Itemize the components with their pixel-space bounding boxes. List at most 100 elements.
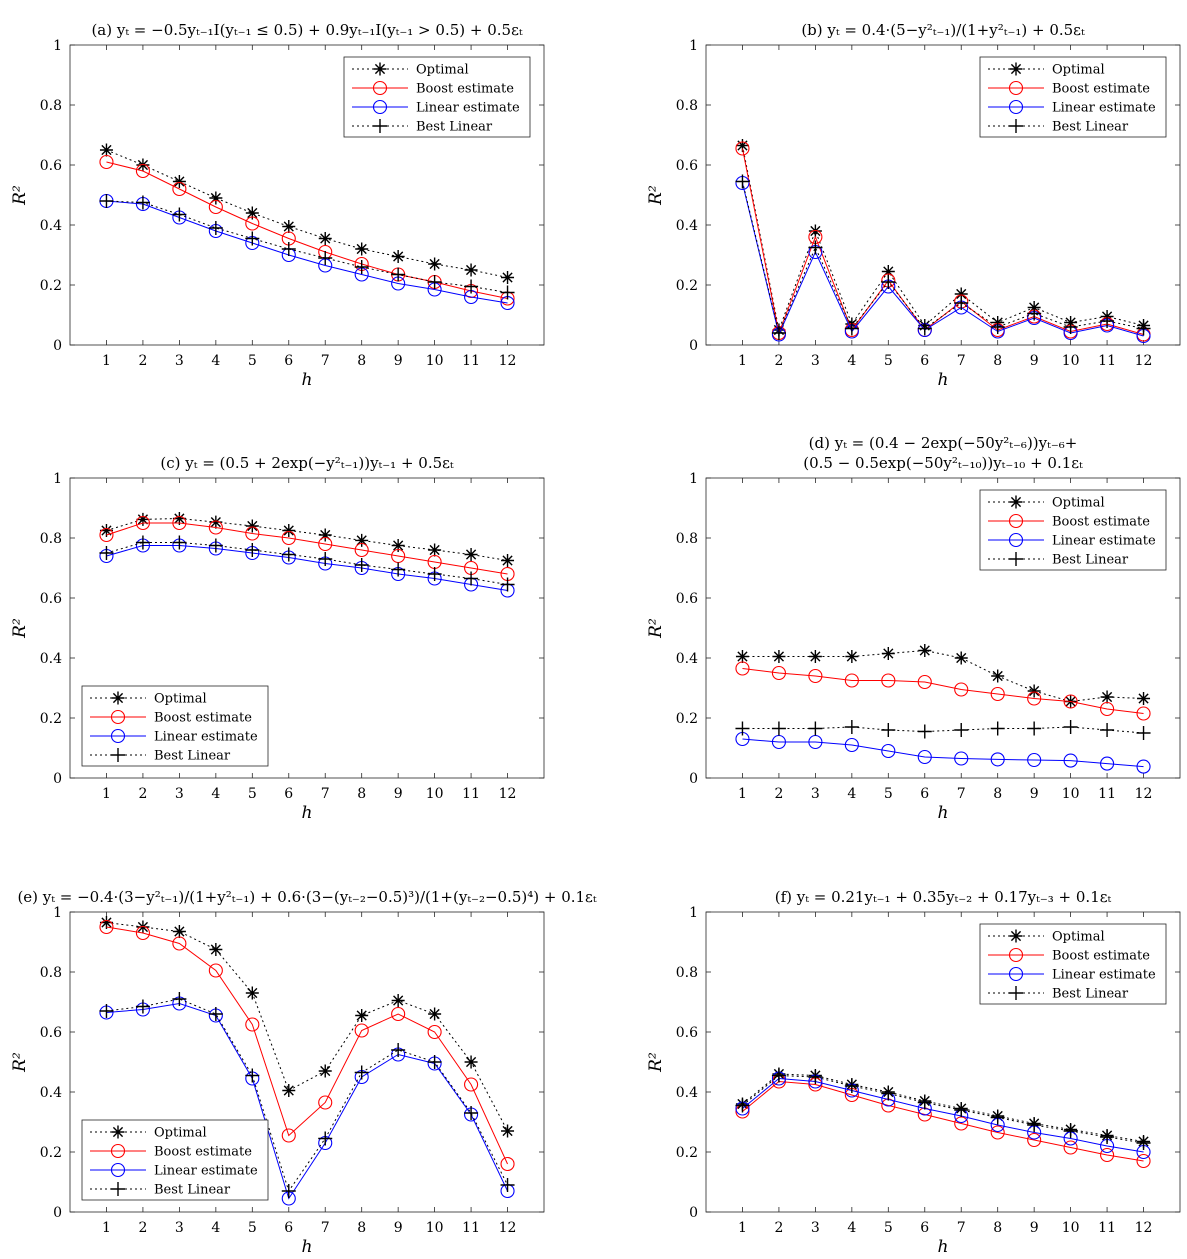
data-point	[881, 743, 896, 759]
legend-label: Boost estimate	[154, 711, 252, 726]
series-optimal	[735, 644, 1151, 708]
chart-title: (d) yₜ = (0.4 − 2exp(−50y²ₜ₋₆))yₜ₋₆+	[809, 434, 1078, 452]
data-point	[208, 199, 223, 215]
series-line	[742, 668, 1144, 714]
data-point	[771, 665, 786, 681]
x-tick-label: 12	[499, 786, 517, 802]
legend-box	[343, 56, 531, 138]
data-point	[354, 260, 369, 274]
data-point	[318, 552, 333, 566]
legend-label: Linear estimate	[416, 101, 520, 116]
data-point	[99, 143, 113, 157]
x-tick-label: 4	[211, 786, 220, 802]
data-point	[172, 925, 186, 938]
data-point	[808, 721, 823, 736]
legend-label: Optimal	[154, 1126, 207, 1141]
chart-title: (c) yₜ = (0.5 + 2exp(−y²ₜ₋₁))yₜ₋₁ + 0.5ε…	[160, 454, 454, 472]
series-best-linear	[735, 174, 1151, 340]
legend-marker	[1008, 966, 1024, 982]
data-point	[245, 526, 260, 541]
data-point	[1027, 1132, 1042, 1148]
legend-label: Linear estimate	[1052, 101, 1156, 116]
data-point	[99, 154, 114, 170]
data-point	[1100, 756, 1115, 771]
data-point	[318, 232, 332, 245]
series-line	[741, 145, 1144, 332]
x-axis-label: h	[302, 1237, 313, 1257]
x-tick-label: 3	[175, 353, 184, 369]
y-tick-label: 0.6	[676, 1025, 698, 1041]
x-tick-label: 7	[321, 353, 330, 369]
x-tick-label: 5	[884, 353, 893, 369]
data-point	[427, 1055, 442, 1069]
data-point	[428, 257, 442, 271]
legend-marker	[111, 1182, 125, 1196]
x-tick-label: 11	[1098, 1220, 1116, 1236]
series-optimal	[735, 139, 1151, 337]
x-tick-label: 10	[426, 1220, 444, 1236]
series-line	[742, 1074, 1144, 1144]
data-point	[464, 548, 478, 561]
x-tick-label: 2	[138, 353, 147, 369]
x-tick-label: 6	[284, 786, 293, 802]
data-point	[990, 752, 1005, 767]
x-tick-label: 2	[138, 1220, 147, 1236]
legend-label: Boost estimate	[1052, 949, 1150, 964]
data-point	[918, 644, 932, 657]
legend-label: Best Linear	[154, 1183, 231, 1198]
x-tick-label: 8	[993, 353, 1002, 369]
x-tick-label: 5	[248, 353, 257, 369]
x-tick-label: 1	[102, 353, 111, 369]
x-tick-label: 3	[175, 1220, 184, 1236]
data-point	[245, 986, 259, 1000]
y-tick-label: 0.6	[40, 591, 62, 607]
x-tick-label: 8	[357, 786, 366, 802]
x-tick-label: 10	[1062, 1220, 1080, 1236]
plot-area	[705, 44, 1181, 346]
y-tick-label: 0.8	[40, 531, 62, 547]
data-point	[99, 194, 114, 208]
legend: Optimal Boost estimate Linear estimate Best…	[81, 1119, 269, 1201]
y-tick-label: 0	[53, 338, 62, 354]
legend-box	[979, 923, 1167, 1005]
legend-label: Best Linear	[1052, 120, 1129, 135]
x-tick-label: 12	[1135, 353, 1153, 369]
series-boost-estimate	[99, 154, 515, 306]
x-tick-label: 12	[1135, 786, 1153, 802]
data-point	[355, 533, 369, 547]
data-point	[881, 275, 896, 289]
series-boost-estimate	[735, 1074, 1151, 1169]
data-point	[464, 279, 479, 294]
legend-label: Optimal	[1052, 496, 1105, 511]
x-tick-label: 6	[920, 353, 929, 369]
series-linear-estimate	[99, 193, 515, 311]
data-point	[844, 673, 859, 688]
x-tick-label: 7	[957, 353, 966, 369]
data-point	[881, 647, 895, 660]
data-point	[735, 141, 750, 156]
series-line	[742, 1077, 1144, 1153]
legend-marker	[1008, 80, 1024, 96]
data-point	[135, 515, 150, 531]
data-point	[99, 527, 114, 543]
series-optimal	[99, 512, 515, 567]
y-axis-label: R²	[10, 618, 30, 639]
x-tick-label: 1	[738, 786, 747, 802]
data-point	[391, 267, 406, 282]
x-tick-label: 6	[284, 1220, 293, 1236]
x-tick-label: 12	[499, 353, 517, 369]
data-point	[318, 251, 333, 265]
legend-box	[81, 685, 269, 767]
series-best-linear	[99, 194, 515, 300]
y-tick-label: 0.8	[676, 98, 698, 114]
data-point	[391, 539, 405, 552]
data-point	[464, 571, 479, 586]
data-point	[245, 1017, 260, 1032]
data-point	[500, 285, 515, 300]
series-boost-estimate	[99, 515, 515, 582]
x-tick-label: 10	[426, 786, 444, 802]
legend-label: Boost estimate	[1052, 82, 1150, 97]
data-point	[428, 1007, 442, 1021]
data-point	[464, 1077, 479, 1092]
